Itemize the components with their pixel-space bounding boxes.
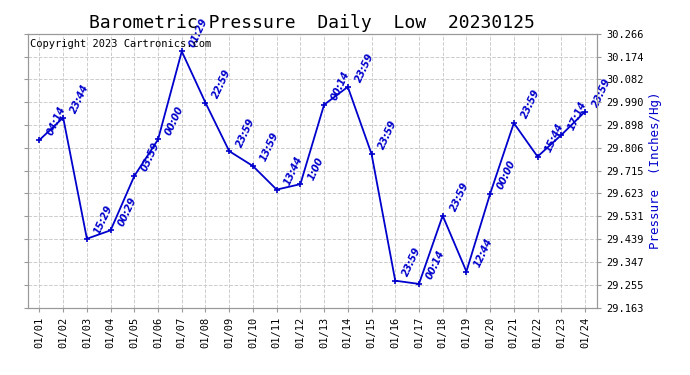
Text: 13:44: 13:44: [282, 154, 304, 187]
Text: 15:44: 15:44: [543, 122, 565, 154]
Text: 00:14: 00:14: [330, 70, 352, 102]
Text: 22:59: 22:59: [211, 68, 233, 100]
Text: 01:29: 01:29: [187, 16, 210, 49]
Y-axis label: Pressure  (Inches/Hg): Pressure (Inches/Hg): [649, 92, 662, 249]
Text: 00:00: 00:00: [164, 105, 186, 137]
Text: 23:59: 23:59: [448, 181, 471, 213]
Text: 12:44: 12:44: [472, 237, 494, 269]
Text: 23:59: 23:59: [520, 88, 542, 120]
Text: 23:59: 23:59: [401, 246, 423, 278]
Text: 00:14: 00:14: [424, 249, 446, 281]
Title: Barometric Pressure  Daily  Low  20230125: Barometric Pressure Daily Low 20230125: [89, 14, 535, 32]
Text: 00:00: 00:00: [495, 159, 518, 191]
Text: 13:59: 13:59: [259, 131, 281, 163]
Text: 00:29: 00:29: [116, 195, 138, 228]
Text: 17:14: 17:14: [566, 100, 589, 132]
Text: 1:00: 1:00: [306, 155, 325, 182]
Text: 23:59: 23:59: [377, 119, 400, 151]
Text: 23:44: 23:44: [69, 82, 91, 115]
Text: 04:14: 04:14: [45, 105, 67, 137]
Text: 23:59: 23:59: [235, 116, 257, 148]
Text: 15:29: 15:29: [92, 204, 115, 236]
Text: 03:59: 03:59: [140, 141, 162, 173]
Text: 23:59: 23:59: [353, 52, 375, 84]
Text: 23:59: 23:59: [591, 77, 613, 109]
Text: Copyright 2023 Cartronics.com: Copyright 2023 Cartronics.com: [30, 39, 212, 49]
